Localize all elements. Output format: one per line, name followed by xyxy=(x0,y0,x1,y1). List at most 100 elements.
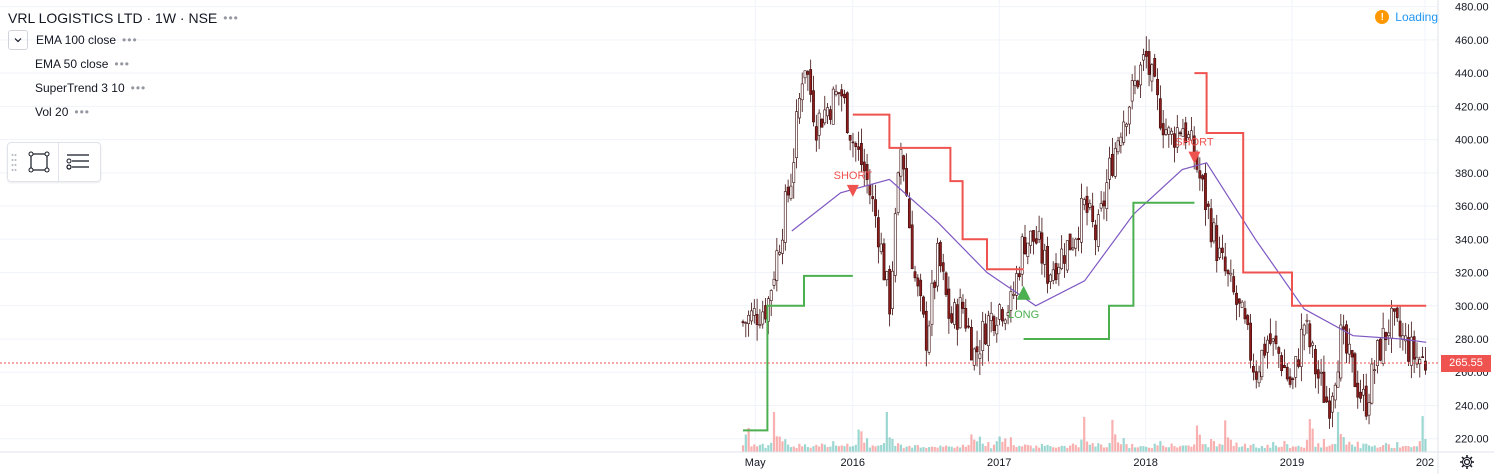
sell-signal-arrow xyxy=(846,184,859,197)
indicator-more-icon[interactable]: ••• xyxy=(74,105,90,119)
drag-handle-icon[interactable] xyxy=(8,150,20,174)
sell-signal-label: SHORT xyxy=(834,170,873,182)
candle-body xyxy=(1274,335,1278,345)
indicator-row-ema100[interactable]: EMA 100 close ••• xyxy=(8,28,239,52)
volume-bar xyxy=(1238,447,1241,452)
indicator-row-ema50[interactable]: EMA 50 close ••• xyxy=(8,52,239,76)
volume-bar xyxy=(1049,446,1052,452)
volume-bar xyxy=(950,446,953,452)
candle-body xyxy=(851,141,855,144)
volume-bar xyxy=(1198,434,1201,452)
candle-body xyxy=(1390,307,1394,339)
candle-body xyxy=(882,243,886,281)
indicator-row-volume[interactable]: Vol 20 ••• xyxy=(8,100,239,124)
candle-body xyxy=(924,310,928,351)
volume-bar xyxy=(1032,448,1035,452)
volume-bar xyxy=(1328,445,1331,452)
volume-bar xyxy=(1398,447,1402,452)
object-tree-icon[interactable] xyxy=(59,143,97,181)
price-axis[interactable]: 220.00240.00260.00280.00300.00320.00340.… xyxy=(1455,2,1489,446)
volume-bar xyxy=(944,445,948,452)
floating-drawing-toolbar[interactable] xyxy=(7,142,101,182)
candle-body xyxy=(1156,78,1159,96)
volume-bar xyxy=(1054,447,1058,452)
supertrend-up-line xyxy=(743,274,853,432)
candle-body xyxy=(1085,195,1089,213)
volume-bar xyxy=(1071,443,1075,452)
candle-body xyxy=(902,155,906,170)
candle-body xyxy=(1099,203,1103,209)
sell-signal-arrow xyxy=(1188,151,1201,164)
volume-bar xyxy=(1193,444,1196,452)
volume-bar xyxy=(1232,446,1235,452)
volume-bar xyxy=(770,442,773,452)
candle-body xyxy=(1221,247,1224,253)
volume-bar xyxy=(1162,445,1165,452)
candle-body xyxy=(1048,274,1052,282)
candle-body xyxy=(1291,378,1295,380)
candle-body xyxy=(936,242,939,287)
volume-bar xyxy=(868,447,871,452)
volume-bar xyxy=(801,446,804,452)
volume-bar xyxy=(936,447,939,452)
indicator-row-supertrend[interactable]: SuperTrend 3 10 ••• xyxy=(8,76,239,100)
volume-bar xyxy=(1311,428,1314,452)
candle-body xyxy=(1161,123,1165,136)
volume-bar xyxy=(1167,447,1170,452)
y-tick-label: 280.00 xyxy=(1455,334,1489,346)
candle-body xyxy=(1139,64,1143,86)
time-axis[interactable]: May 2016 2017 2018 2019 202 xyxy=(745,457,1434,469)
candle-body xyxy=(1398,320,1402,337)
warning-icon[interactable]: ! xyxy=(1375,10,1390,24)
volume-bar xyxy=(1317,443,1320,452)
candle-body xyxy=(1364,385,1368,417)
candle-body xyxy=(1057,266,1061,275)
candle-body xyxy=(1212,222,1216,242)
candle-body xyxy=(1046,245,1049,284)
candle-body xyxy=(1240,301,1244,308)
volume-bar xyxy=(1153,443,1156,452)
candle-body xyxy=(1158,98,1162,129)
candle-body xyxy=(941,262,945,272)
volume-bar xyxy=(1370,446,1373,452)
volume-bar xyxy=(905,446,908,452)
candle-body xyxy=(1071,247,1075,250)
y-tick-label: 300.00 xyxy=(1455,301,1489,313)
volume-bar xyxy=(1215,446,1218,452)
candle-body xyxy=(1043,249,1047,265)
candles xyxy=(741,36,1427,429)
symbol-title-row[interactable]: VRL LOGISTICS LTD · 1W · NSE ••• xyxy=(8,8,239,28)
y-tick-label: 420.00 xyxy=(1455,101,1489,113)
volume-bar xyxy=(792,446,795,452)
y-tick-label: 400.00 xyxy=(1455,135,1489,147)
indicator-more-icon[interactable]: ••• xyxy=(130,81,147,95)
indicator-more-icon[interactable]: ••• xyxy=(114,57,130,71)
candle-body xyxy=(1387,332,1391,337)
candle-body xyxy=(1415,356,1419,365)
volume-bar xyxy=(1382,445,1385,452)
candle-body xyxy=(1136,80,1140,88)
candle-body xyxy=(950,313,954,323)
volume-bar xyxy=(1235,442,1238,452)
candle-body xyxy=(905,168,908,196)
volume-bar xyxy=(975,441,979,452)
candle-body xyxy=(967,325,971,328)
x-tick-label: 202 xyxy=(1416,457,1434,469)
volume-bar xyxy=(744,434,747,452)
candle-body xyxy=(786,186,790,196)
volume-bar xyxy=(1102,447,1106,452)
candle-body xyxy=(1184,122,1188,143)
volume-bar xyxy=(984,446,987,452)
volume-bar xyxy=(1288,448,1292,452)
chevron-down-icon[interactable] xyxy=(8,30,28,50)
indicator-label: SuperTrend 3 10 xyxy=(35,81,125,95)
volume-bar xyxy=(1119,444,1122,452)
volume-bar xyxy=(959,447,962,452)
symbol-more-icon[interactable]: ••• xyxy=(223,11,239,25)
rectangle-tool-icon[interactable] xyxy=(20,143,58,181)
indicator-label: EMA 100 close xyxy=(36,33,117,47)
indicator-more-icon[interactable]: ••• xyxy=(122,33,138,47)
candle-body xyxy=(1235,292,1238,305)
gear-icon[interactable] xyxy=(1459,454,1475,470)
